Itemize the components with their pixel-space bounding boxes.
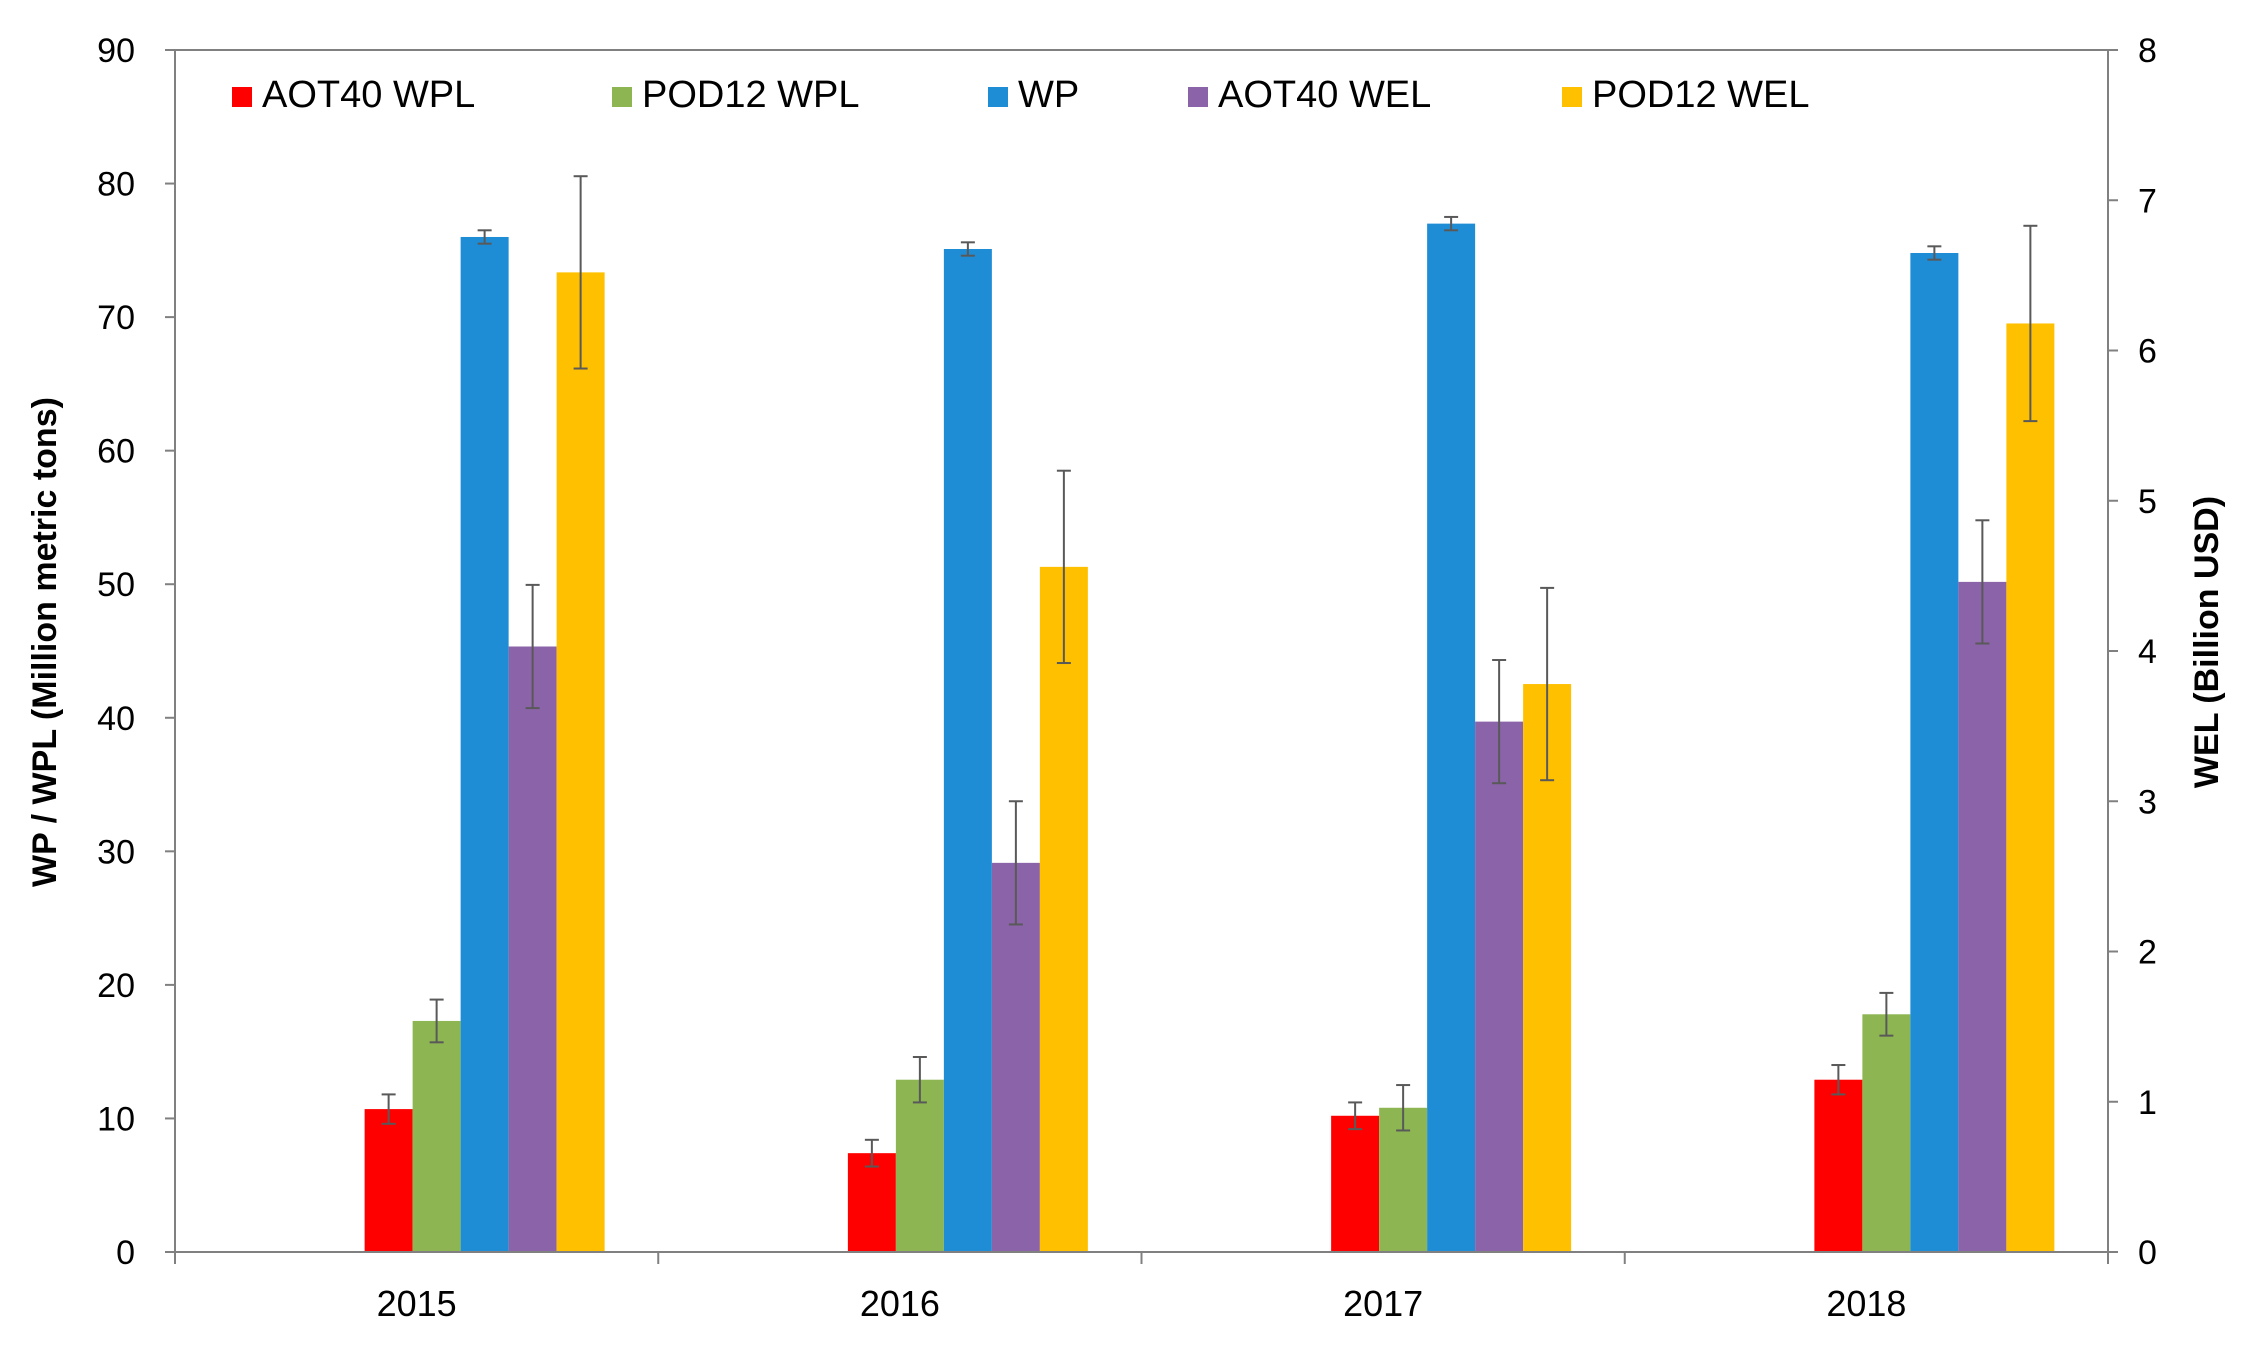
legend-swatch: [232, 87, 252, 107]
error-bar-pod12-wpl-2018: [1879, 991, 1894, 1037]
bar-aot40-wel-2015: [508, 646, 557, 1252]
y2-tick-label: 7: [2138, 182, 2157, 220]
error-bar-wp-2018: [1927, 245, 1942, 261]
error-bar-aot40-wpl-2018: [1831, 1064, 1846, 1096]
legend-label: AOT40 WPL: [262, 74, 475, 116]
legend-swatch: [612, 87, 632, 107]
error-bar-aot40-wel-2016: [1008, 800, 1023, 926]
bar-aot40-wel-2017: [1475, 721, 1524, 1252]
legend-item-pod12-wel: POD12 WEL: [1562, 74, 1810, 116]
legend-swatch: [1188, 87, 1208, 107]
bar-aot40-wel-2016: [991, 862, 1040, 1252]
legend-label: AOT40 WEL: [1218, 74, 1431, 116]
x-tick-label: 2018: [1826, 1283, 1906, 1324]
y-tick-label: 40: [97, 700, 135, 738]
y-tick-label: 20: [97, 967, 135, 1005]
legend-label: POD12 WEL: [1592, 74, 1810, 116]
error-bar-pod12-wel-2015: [573, 175, 588, 370]
error-bar-pod12-wpl-2016: [912, 1056, 927, 1104]
bar-wp-2017: [1427, 223, 1476, 1253]
y2-tick-label: 1: [2138, 1084, 2157, 1122]
bar-pod12-wpl-2015: [412, 1020, 461, 1252]
bar-aot40-wpl-2018: [1814, 1079, 1863, 1252]
y-tick-label: 30: [97, 833, 135, 871]
legend-item-wp: WP: [988, 74, 1079, 116]
bar-wp-2018: [1910, 253, 1959, 1252]
bar-wp-2015: [460, 236, 509, 1252]
y2-tick-label: 2: [2138, 934, 2157, 972]
y-axis-label: WP / WPL (Million metric tons): [26, 397, 64, 887]
bar-pod12-wpl-2018: [1862, 1014, 1911, 1252]
error-bar-pod12-wel-2016: [1056, 469, 1071, 665]
bar-pod12-wpl-2017: [1379, 1107, 1428, 1252]
bar-aot40-wpl-2017: [1331, 1115, 1380, 1252]
error-bar-pod12-wel-2017: [1540, 586, 1555, 782]
legend-item-aot40-wel: AOT40 WEL: [1188, 74, 1431, 116]
y-tick-label: 70: [97, 299, 135, 337]
legend-label: WP: [1018, 74, 1079, 116]
legend-swatch: [1562, 87, 1582, 107]
error-bar-aot40-wpl-2017: [1348, 1101, 1363, 1131]
error-bar-wp-2017: [1444, 215, 1459, 232]
legend-label: POD12 WPL: [642, 74, 860, 116]
y2-tick-label: 6: [2138, 333, 2157, 371]
y2-tick-label: 0: [2138, 1234, 2157, 1272]
bar-aot40-wel-2018: [1958, 581, 2007, 1252]
bar-pod12-wpl-2016: [895, 1079, 944, 1252]
legend-swatch: [988, 87, 1008, 107]
error-bar-aot40-wel-2017: [1492, 659, 1507, 785]
error-bar-aot40-wel-2015: [525, 583, 540, 710]
legend-item-pod12-wpl: POD12 WPL: [612, 74, 860, 116]
error-bar-aot40-wpl-2016: [864, 1138, 879, 1168]
bar-wp-2016: [943, 248, 992, 1252]
bar-aot40-wpl-2015: [364, 1109, 413, 1252]
y-tick-label: 0: [116, 1234, 135, 1272]
error-bar-aot40-wel-2018: [1975, 519, 1990, 645]
error-bar-pod12-wel-2018: [2023, 224, 2038, 423]
y-tick-label: 90: [97, 32, 135, 70]
error-bar-pod12-wpl-2017: [1396, 1084, 1411, 1132]
bar-pod12-wel-2015: [556, 272, 605, 1252]
error-bar-aot40-wpl-2015: [381, 1093, 396, 1125]
error-bar-wp-2016: [960, 241, 975, 257]
error-bar-wp-2015: [477, 229, 492, 245]
y2-axis-label: WEL (Billion USD): [2188, 496, 2226, 788]
y-tick-label: 80: [97, 166, 135, 204]
y-tick-label: 60: [97, 433, 135, 471]
y2-tick-label: 5: [2138, 483, 2157, 521]
legend-item-aot40-wpl: AOT40 WPL: [232, 74, 475, 116]
y-tick-label: 50: [97, 566, 135, 604]
error-bar-pod12-wpl-2015: [429, 998, 444, 1044]
bar-aot40-wpl-2016: [847, 1153, 896, 1252]
bar-pod12-wel-2018: [2006, 323, 2055, 1253]
y2-tick-label: 3: [2138, 783, 2157, 821]
x-tick-label: 2015: [377, 1283, 457, 1324]
bar-pod12-wel-2016: [1039, 566, 1088, 1252]
y-tick-label: 10: [97, 1100, 135, 1138]
x-tick-label: 2016: [860, 1283, 940, 1324]
y2-tick-label: 8: [2138, 32, 2157, 70]
x-tick-label: 2017: [1343, 1283, 1423, 1324]
y2-tick-label: 4: [2138, 633, 2157, 671]
